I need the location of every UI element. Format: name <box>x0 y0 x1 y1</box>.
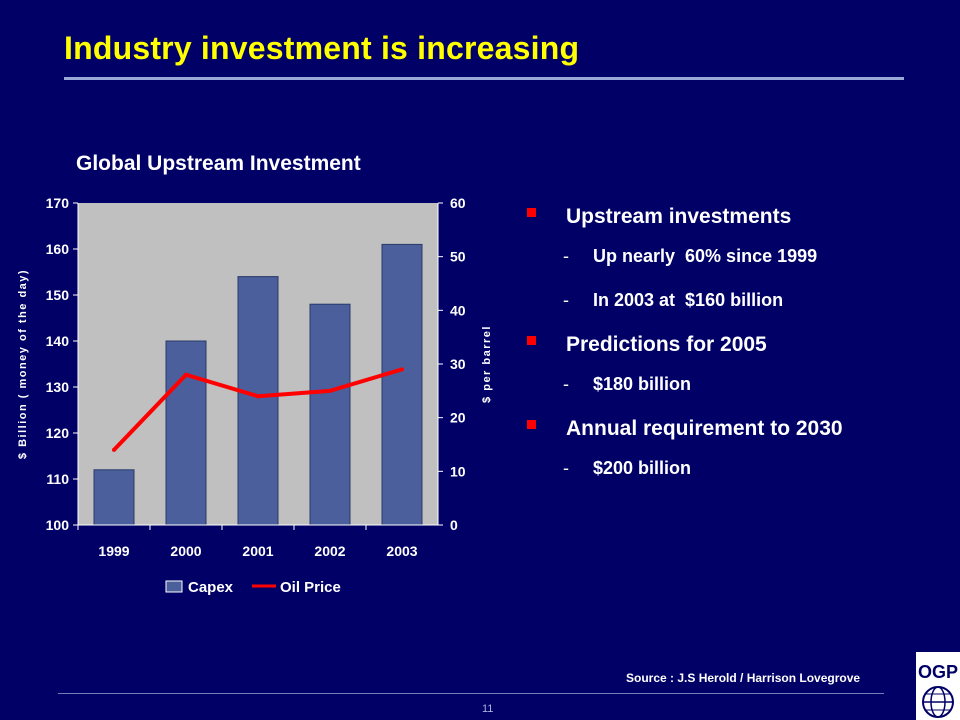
bullet-text: Annual requirement to 2030 <box>566 417 843 440</box>
sub-bullet-item: - $180 billion <box>520 368 940 412</box>
sub-bullet-item: - $200 billion <box>520 452 940 496</box>
y-tick-label: 110 <box>46 471 69 487</box>
legend-capex-label: Capex <box>188 579 234 596</box>
capex-bar <box>309 303 351 526</box>
bullet-list: Upstream investments - Up nearly 60% since… <box>520 200 940 496</box>
oil-price-point <box>328 388 332 393</box>
y-axis-label: $ Billion ( money of the day) <box>17 269 29 459</box>
bullet-text: Upstream investments <box>566 205 792 228</box>
dash-marker: - <box>563 246 569 266</box>
dash-marker: - <box>563 290 569 310</box>
y-tick-label: 130 <box>46 379 70 395</box>
x-tick-label: 2003 <box>386 543 417 559</box>
capex-bar <box>93 469 135 526</box>
bullet-item: Predictions for 2005 <box>520 328 940 368</box>
sub-bullet-item: - In 2003 at $160 billion <box>520 284 940 328</box>
y2-tick-label: 0 <box>450 517 458 533</box>
capex-bar <box>381 243 423 526</box>
y-tick-label: 140 <box>46 333 70 349</box>
sub-bullet-item: - Up nearly 60% since 1999 <box>520 240 940 284</box>
title-divider <box>64 77 904 80</box>
y2-tick-label: 60 <box>450 195 466 211</box>
legend-oil-label: Oil Price <box>280 579 341 596</box>
source-note: Source : J.S Herold / Harrison Lovegrove <box>626 671 861 685</box>
y-tick-label: 100 <box>46 517 70 533</box>
sub-bullet-text: Up nearly 60% since 1999 <box>593 246 818 266</box>
y-tick-label: 160 <box>46 241 70 257</box>
y2-tick-label: 40 <box>450 302 466 318</box>
dash-marker: - <box>563 458 569 478</box>
sub-bullet-text: $180 billion <box>593 374 692 394</box>
ogp-logo: OGP <box>916 652 960 720</box>
logo-text: OGP <box>918 662 958 682</box>
x-tick-label: 2001 <box>242 543 273 559</box>
y2-tick-label: 50 <box>450 249 466 265</box>
x-tick-label: 1999 <box>98 543 129 559</box>
bullet-item: Annual requirement to 2030 <box>520 412 940 452</box>
y2-tick-label: 20 <box>450 410 466 426</box>
sub-bullet-text: In 2003 at $160 billion <box>593 290 784 310</box>
chart: 100 110 120 130 140 150 160 170 0 10 20 30 40 50 60 199… <box>17 195 493 596</box>
bullet-marker <box>527 208 536 217</box>
x-tick-label: 2002 <box>314 543 345 559</box>
chart-title: Global Upstream Investment <box>76 152 361 175</box>
sub-bullet-text: $200 billion <box>593 458 692 478</box>
y-tick-label: 120 <box>46 425 70 441</box>
oil-price-point <box>112 447 116 452</box>
capex-bar <box>165 340 207 526</box>
bullet-item: Upstream investments <box>520 200 940 240</box>
x-tick-label: 2000 <box>170 543 201 559</box>
oil-price-point <box>400 367 404 372</box>
y-tick-label: 150 <box>46 287 70 303</box>
bullet-marker <box>527 420 536 429</box>
bullet-marker <box>527 336 536 345</box>
oil-price-point <box>184 372 188 377</box>
y-tick-label: 170 <box>46 195 70 211</box>
page-number: 11 <box>482 703 494 715</box>
slide-title: Industry investment is increasing <box>64 30 580 66</box>
oil-price-point <box>256 394 260 399</box>
bullet-text: Predictions for 2005 <box>566 333 767 356</box>
y2-tick-label: 30 <box>450 356 466 372</box>
legend-capex-swatch <box>165 580 183 593</box>
footer-divider <box>58 693 884 694</box>
dash-marker: - <box>563 374 569 394</box>
y2-tick-label: 10 <box>450 463 466 479</box>
y2-axis-label: $ per barrel <box>481 325 493 403</box>
capex-bar <box>237 276 279 526</box>
